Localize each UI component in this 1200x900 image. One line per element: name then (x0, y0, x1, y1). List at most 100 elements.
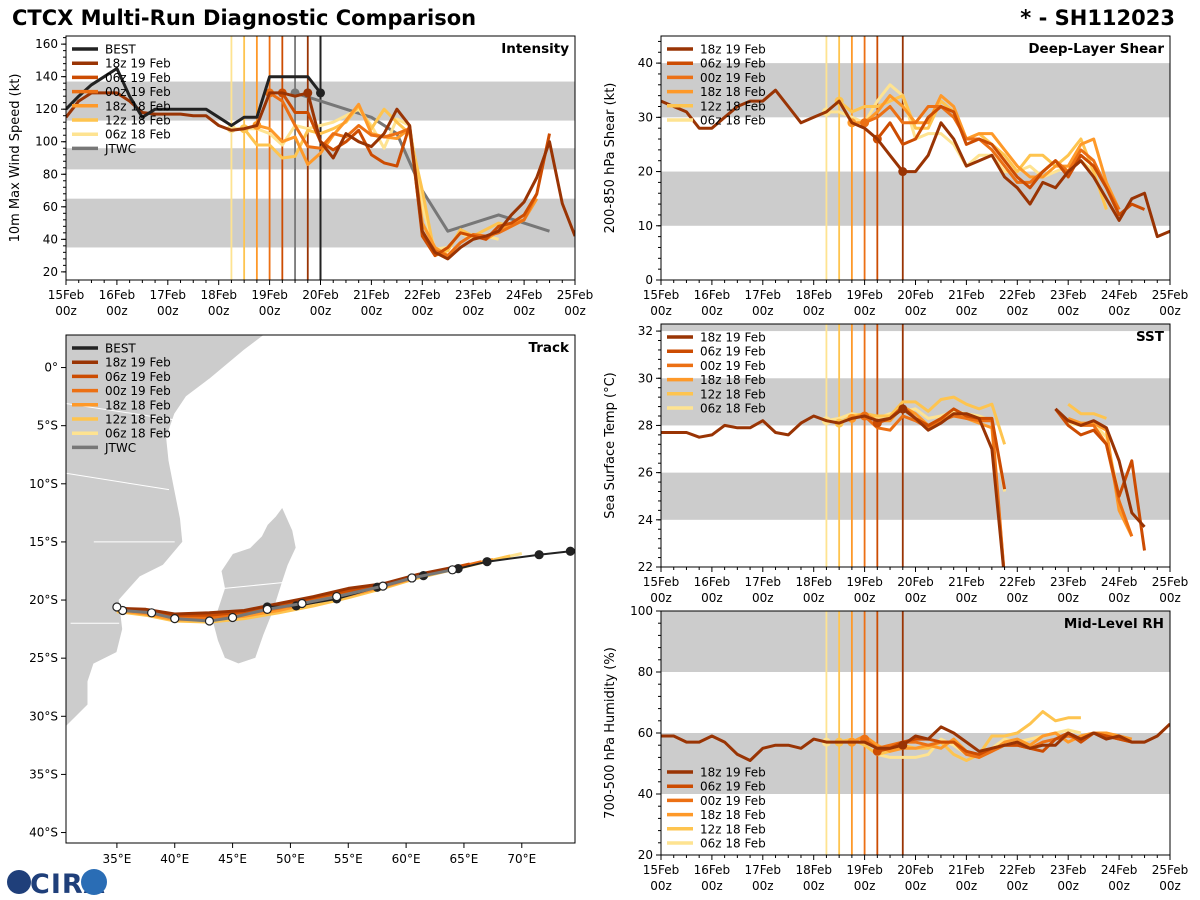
x-tick-date: 18Feb (795, 863, 832, 877)
y-tick-label: 100 (35, 135, 58, 149)
x-tick-hour: 00z (259, 304, 281, 318)
y-tick-label: 160 (35, 37, 58, 51)
legend-label: 18z 19 Feb (700, 331, 766, 345)
y-tick-label: 26 (638, 466, 653, 480)
series-line (864, 105, 1121, 211)
track-point (170, 614, 180, 624)
legend-label: 00z 19 Feb (105, 85, 171, 99)
x-tick-date: 19Feb (846, 288, 883, 302)
x-tick-date: 21Feb (948, 575, 985, 589)
y-tick-label: 28 (638, 418, 653, 432)
y-tick-label: 140 (35, 70, 58, 84)
x-tick-hour: 00z (513, 304, 535, 318)
series-line (66, 67, 322, 127)
track-point (482, 557, 492, 567)
legend-label: 06z 18 Feb (105, 427, 171, 441)
series-line (661, 722, 1170, 762)
legend-label: 06z 19 Feb (105, 71, 171, 85)
shaded-band (661, 324, 1170, 332)
x-tick-hour: 00z (208, 304, 230, 318)
x-tick-hour: 00z (752, 304, 774, 318)
y-tick-label: 80 (43, 167, 58, 181)
x-tick-hour: 00z (905, 879, 927, 893)
x-tick-hour: 00z (157, 304, 179, 318)
plot-area (66, 36, 575, 280)
x-tick-hour: 00z (1057, 591, 1079, 605)
series-line (1054, 407, 1146, 551)
x-tick-date: 20Feb (897, 863, 934, 877)
x-tick-date: 19Feb (846, 863, 883, 877)
legend-label: 12z 18 Feb (700, 387, 766, 401)
x-tick-date: 18Feb (200, 288, 237, 302)
x-tick-hour: 00z (956, 879, 978, 893)
legend-label: 18z 19 Feb (105, 356, 171, 370)
legend-label: 18z 18 Feb (105, 398, 171, 412)
x-tick-date: 24Feb (1101, 288, 1138, 302)
x-tick-hour: 00z (1007, 304, 1029, 318)
series-line (1067, 402, 1107, 420)
y-tick-label: 5°S (37, 419, 58, 433)
y-tick-label: 40 (638, 787, 653, 801)
legend-label: 18z 18 Feb (700, 808, 766, 822)
x-tick-hour: 00z (803, 879, 825, 893)
y-tick-label: 35°S (29, 767, 58, 781)
y-tick-label: 80 (638, 665, 653, 679)
shaded-band (661, 611, 1170, 672)
figure-title: CTCX Multi-Run Diagnostic Comparison (12, 6, 477, 30)
x-tick-hour: 00z (701, 591, 723, 605)
series-line (876, 105, 1146, 217)
x-tick-date: 23Feb (1050, 288, 1087, 302)
track-point (262, 604, 272, 614)
panel-title: Track (529, 340, 570, 356)
legend-label: 18z 18 Feb (700, 85, 766, 99)
init-marker (898, 167, 908, 177)
legend-label: JTWC (104, 441, 136, 455)
border-line (66, 472, 170, 491)
x-tick-hour: 00z (1159, 879, 1181, 893)
legend-label: 00z 19 Feb (700, 794, 766, 808)
x-tick-date: 25Feb (1152, 288, 1189, 302)
x-tick-date: 16Feb (99, 288, 136, 302)
series-line (661, 88, 1170, 239)
y-tick-label: 30 (638, 110, 653, 124)
y-tick-label: 20°S (29, 593, 58, 607)
x-tick-hour: 00z (462, 304, 484, 318)
x-tick-date: 18Feb (795, 575, 832, 589)
shaded-band (661, 472, 1170, 520)
track-line (116, 568, 453, 623)
legend-label: 12z 18 Feb (700, 822, 766, 836)
x-tick-label: 45°E (218, 852, 247, 866)
x-tick-date: 15Feb (48, 288, 85, 302)
x-tick-label: 65°E (450, 852, 479, 866)
x-tick-hour: 00z (854, 304, 876, 318)
legend-label: 00z 19 Feb (700, 359, 766, 373)
x-tick-date: 22Feb (999, 863, 1036, 877)
panel-mid-level-rh: 15Feb 00z 16Feb 00z 17Feb 00z 18Feb 00z 19Feb 00z… (603, 604, 1188, 893)
y-tick-label: 100 (630, 604, 653, 618)
y-tick-label: 60 (638, 726, 653, 740)
x-tick-date: 15Feb (643, 288, 680, 302)
x-tick-date: 24Feb (1101, 863, 1138, 877)
x-tick-label: 70°E (507, 852, 536, 866)
x-tick-hour: 00z (803, 591, 825, 605)
logo-globe-icon (7, 870, 31, 894)
y-tick-label: 20 (638, 165, 653, 179)
x-tick-date: 23Feb (455, 288, 492, 302)
x-tick-hour: 00z (1007, 591, 1029, 605)
legend-label: 12z 18 Feb (105, 413, 171, 427)
legend-label: 18z 19 Feb (105, 57, 171, 71)
y-tick-label: 32 (638, 324, 653, 338)
x-tick-date: 19Feb (251, 288, 288, 302)
x-tick-date: 25Feb (1152, 575, 1189, 589)
y-tick-label: 0° (44, 361, 58, 375)
y-axis-label: Sea Surface Temp (°C) (603, 372, 618, 519)
x-tick-hour: 00z (361, 304, 383, 318)
legend-label: 06z 19 Feb (700, 780, 766, 794)
track-point (534, 550, 544, 560)
africa-landmass (66, 335, 266, 728)
x-tick-hour: 00z (1057, 879, 1079, 893)
track-point (378, 581, 388, 591)
x-tick-hour: 00z (956, 304, 978, 318)
x-tick-hour: 00z (752, 591, 774, 605)
